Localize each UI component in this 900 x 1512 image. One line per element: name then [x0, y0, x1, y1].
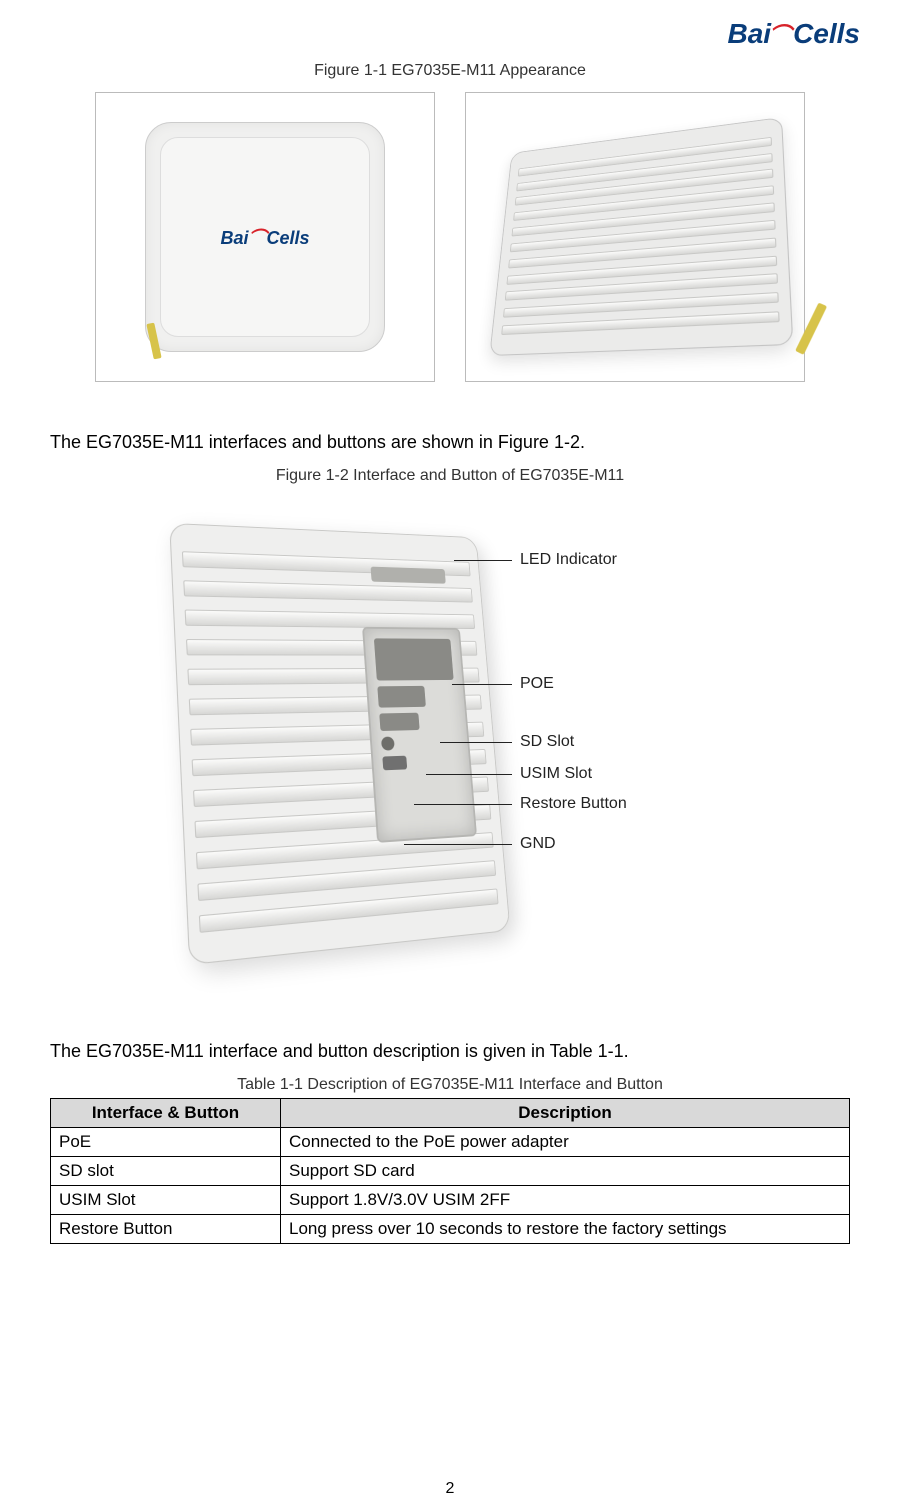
logo-wave-icon: ⌒	[769, 18, 791, 50]
body-paragraph-2: The EG7035E-M11 interface and button des…	[50, 1041, 850, 1062]
table-header-row: Interface & Button Description	[51, 1099, 850, 1128]
logo-text-2: Cells	[793, 18, 860, 50]
device-back-box	[465, 92, 805, 382]
sd-slot-icon	[377, 686, 425, 708]
device-back-icon	[489, 117, 793, 356]
table-cell: PoE	[51, 1128, 281, 1157]
table-1-caption: Table 1-1 Description of EG7035E-M11 Int…	[50, 1076, 850, 1094]
usim-slot-icon	[379, 713, 419, 731]
interface-panel-icon	[362, 627, 477, 843]
table-row: Restore Button Long press over 10 second…	[51, 1215, 850, 1244]
callout-led: LED Indicator	[520, 551, 617, 569]
device-front-box: Bai⌒Cells	[95, 92, 435, 382]
callout-usim: USIM Slot	[520, 765, 592, 783]
callout-labels: LED Indicator POE SD Slot USIM Slot Rest…	[520, 503, 730, 973]
brand-logo: Bai⌒Cells	[727, 18, 860, 50]
figure-1-caption: Figure 1-1 EG7035E-M11 Appearance	[50, 62, 850, 80]
interface-table: Interface & Button Description PoE Conne…	[50, 1098, 850, 1244]
callout-restore: Restore Button	[520, 795, 627, 813]
figure-2-image: LED Indicator POE SD Slot USIM Slot Rest…	[50, 503, 850, 973]
figure-1-images: Bai⌒Cells	[50, 92, 850, 382]
table-cell: Restore Button	[51, 1215, 281, 1244]
table-cell: Long press over 10 seconds to restore th…	[281, 1215, 850, 1244]
figure-2-caption: Figure 1-2 Interface and Button of EG703…	[50, 467, 850, 485]
device-front-icon: Bai⌒Cells	[145, 122, 385, 352]
device-brand-label: Bai⌒Cells	[220, 224, 309, 250]
callout-gnd: GND	[520, 835, 556, 853]
table-row: SD slot Support SD card	[51, 1157, 850, 1186]
table-cell: SD slot	[51, 1157, 281, 1186]
table-row: USIM Slot Support 1.8V/3.0V USIM 2FF	[51, 1186, 850, 1215]
table-row: PoE Connected to the PoE power adapter	[51, 1128, 850, 1157]
logo-text: Bai	[727, 18, 771, 50]
table-cell: Support SD card	[281, 1157, 850, 1186]
device-iso-icon	[169, 523, 510, 965]
table-cell: USIM Slot	[51, 1186, 281, 1215]
gnd-icon	[382, 756, 407, 771]
restore-button-icon	[381, 737, 395, 751]
page-number: 2	[446, 1480, 455, 1498]
antenna-icon	[795, 303, 827, 355]
callout-sd: SD Slot	[520, 733, 574, 751]
antenna-icon	[146, 323, 161, 360]
led-bar-icon	[371, 567, 446, 584]
table-header-cell: Interface & Button	[51, 1099, 281, 1128]
table-header-cell: Description	[281, 1099, 850, 1128]
table-cell: Connected to the PoE power adapter	[281, 1128, 850, 1157]
callout-poe: POE	[520, 675, 554, 693]
body-paragraph-1: The EG7035E-M11 interfaces and buttons a…	[50, 432, 850, 453]
table-cell: Support 1.8V/3.0V USIM 2FF	[281, 1186, 850, 1215]
page: Bai⌒Cells Figure 1-1 EG7035E-M11 Appeara…	[0, 0, 900, 1512]
poe-port-icon	[374, 638, 454, 680]
